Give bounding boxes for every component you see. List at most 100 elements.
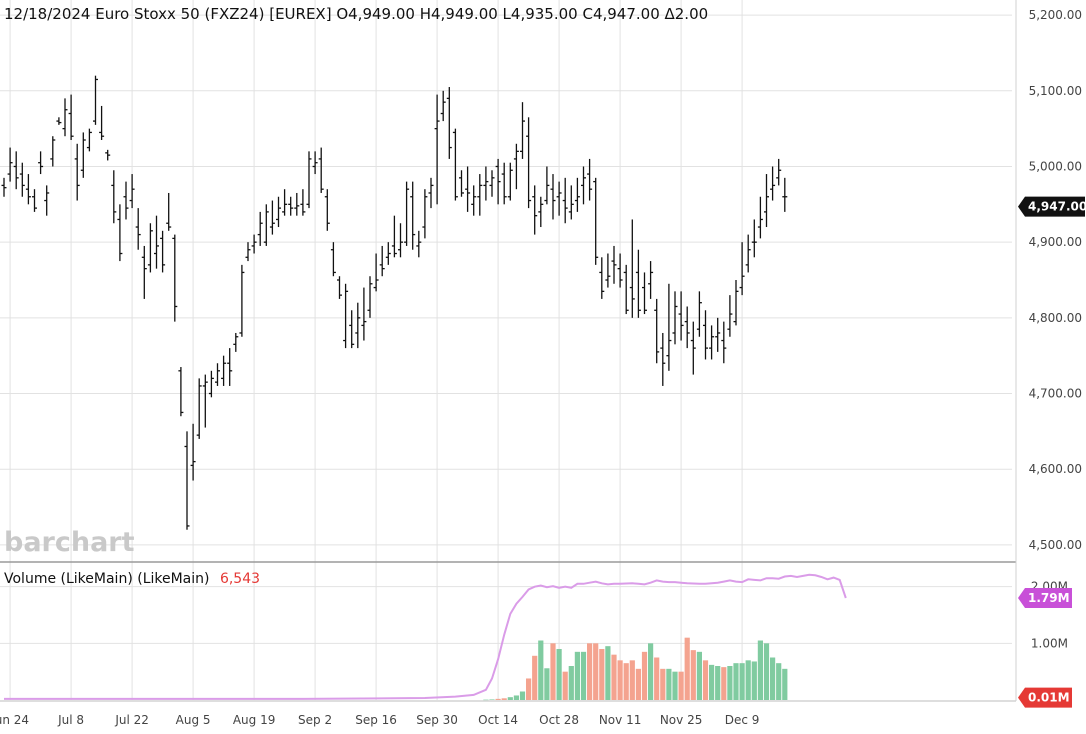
ohlc-bar [172,234,178,322]
volume-bar [526,678,532,700]
volume-bar [715,666,721,700]
last-price-tag: 4,947.00 [1018,196,1086,217]
ohlc-bar [568,185,574,220]
ohlc-bar [373,253,379,292]
ohlc-bar [459,170,464,197]
ohlc-bar [434,94,440,205]
time-tick-label: Dec 9 [725,713,760,727]
ohlc-bar [635,249,641,318]
ohlc-bar [642,272,647,315]
ohlc-bar [257,211,263,246]
ohlc-bar [745,234,751,273]
volume-bar [709,664,715,700]
avg-volume-tag-label: 1.79M [1028,591,1070,605]
volume-bar [605,646,611,700]
volume-bar [635,668,641,700]
volume-bar [696,651,702,700]
volume-bar [629,660,635,700]
ohlc-bar [776,158,782,186]
volume-bar [580,651,587,700]
volume-bar [678,671,684,700]
ohlc-bar [422,189,428,239]
ohlc-bar [25,174,31,205]
ohlc-bar [32,189,37,212]
volume-bar [782,668,788,700]
ohlc-bar [404,181,410,246]
volume-bar [593,643,599,700]
ohlc-bar [398,223,403,258]
time-tick-label: Sep 30 [416,713,458,727]
ohlc-bar [208,370,214,398]
ohlc-bar [367,276,373,318]
ohlc-bar [294,192,300,216]
ohlc-bar [483,166,489,201]
ohlc-bar [666,283,672,371]
axes: 4,500.00 4,600.00 4,700.00 4,800.00 4,900.00… [0,8,1082,727]
ohlc-bar [385,242,391,265]
ohlc-bar [507,162,513,201]
ohlc-bar [215,363,220,386]
volume-average [4,573,847,700]
ohlc-bar [300,189,306,216]
ohlc-bar [184,431,190,530]
ohlc-bar [611,245,617,284]
ohlc-bar [190,423,196,481]
ohlc-bar [263,204,269,246]
ohlc-bar [111,170,117,224]
ohlc-bar [690,321,696,375]
ohlc-bar [562,177,568,224]
volume-bar [562,671,568,700]
ohlc-bar [221,355,227,386]
time-tick-label: Nov 11 [599,713,642,727]
ohlc-bar [38,151,44,175]
volume-bar [672,671,678,700]
volume-bar [733,663,739,700]
volume-bar [538,640,544,700]
volume-bar [739,663,745,700]
ohlc-bar [227,348,233,386]
ohlc-bar [660,332,666,386]
ohlc-bar [446,87,452,159]
ohlc-bar [202,374,208,428]
ohlc-bar [770,166,776,201]
time-tick-label: Jul 8 [57,713,84,727]
ohlc-bar [513,143,519,190]
ohlc-bar [696,291,702,337]
ohlc-bar [452,128,458,201]
ohlc-bar [312,151,318,175]
ohlc-bar [324,189,330,231]
ohlc-bar [648,261,654,299]
price-tick-label: 4,900.00 [1029,235,1082,249]
avg-volume-tag-shape [1018,588,1072,608]
ohlc-bar [440,90,446,122]
ohlc-bar [117,204,123,262]
ohlc-bar [532,185,538,235]
volume-value: 6,543 [220,571,260,587]
ohlc-bar [160,230,166,273]
last-volume-tag-label: 0.01M [1028,691,1070,705]
ohlc-bar [379,245,385,277]
volume-bar [770,657,776,700]
volume-bar [641,651,648,700]
volume-bar [654,657,660,700]
time-tick-label: Jul 22 [114,713,149,727]
ohlc-bar [617,253,623,288]
volume-bar [513,695,519,700]
ohlc-bar [410,181,416,250]
volume-bar [599,649,605,700]
ohlc-bar [276,196,281,228]
ohlc-bar [605,253,611,288]
volume-bar [574,651,580,700]
ohlc-bar [86,128,92,152]
volume-bars [483,637,788,701]
ohlc-bar [99,105,105,140]
volume-title-label: Volume (LikeMain) (LikeMain) [4,571,209,587]
volume-bar [544,668,550,700]
ohlc-bar [349,310,355,349]
ohlc-bar [544,166,550,205]
volume-bar [556,649,562,700]
ohlc-bar [361,287,367,341]
last-volume-tag: 0.01M [1018,687,1072,708]
